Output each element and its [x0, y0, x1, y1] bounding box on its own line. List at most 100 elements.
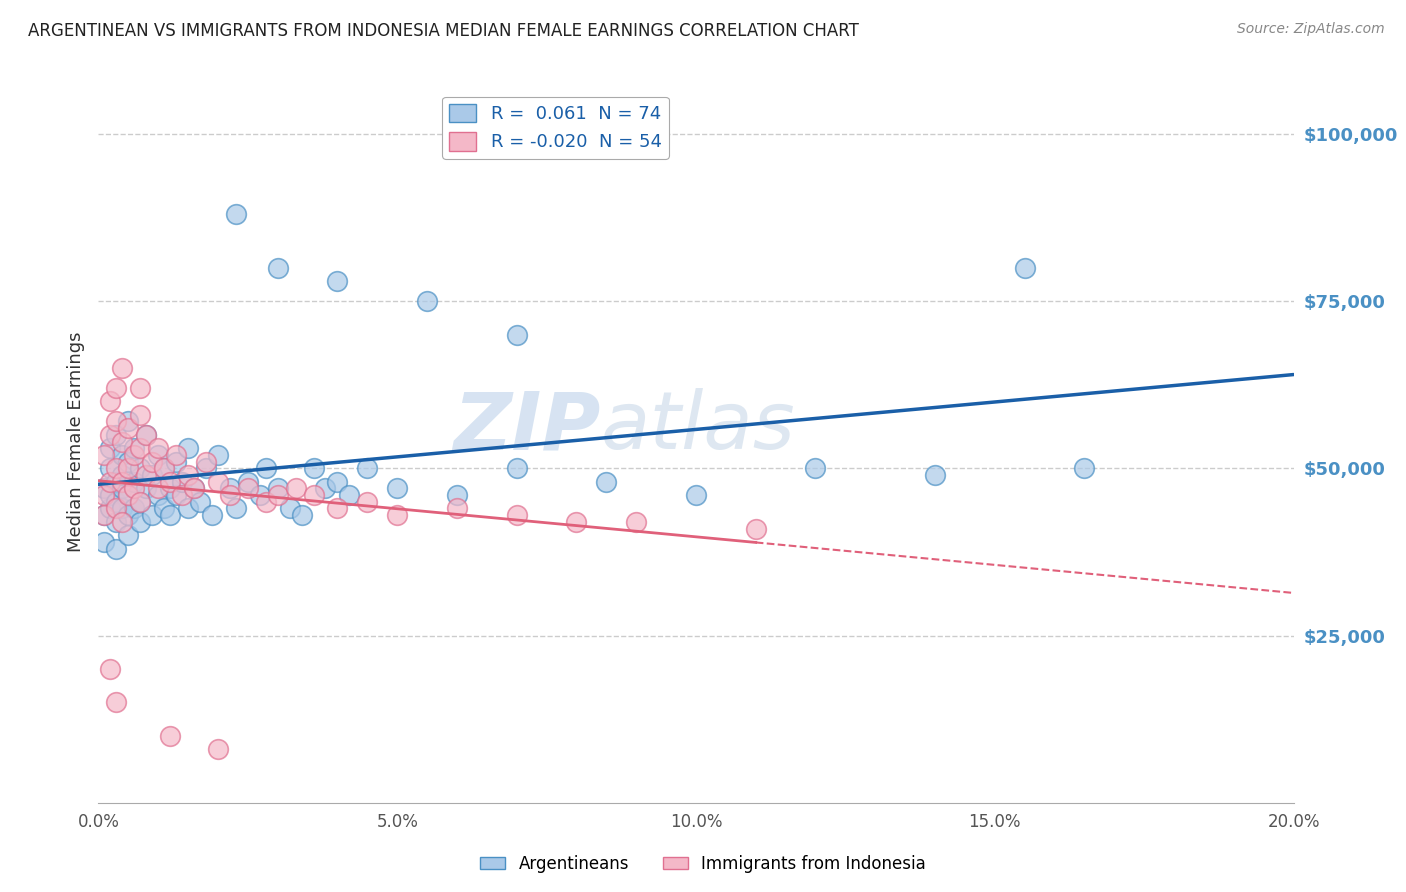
Point — [141, 454, 163, 469]
Point — [446, 501, 468, 516]
Point — [105, 515, 128, 529]
Point — [159, 475, 181, 489]
Point — [98, 501, 122, 516]
Point — [117, 454, 139, 469]
Point — [124, 482, 146, 496]
Point — [93, 482, 115, 496]
Point — [177, 441, 200, 455]
Point — [111, 361, 134, 376]
Point — [326, 475, 349, 489]
Point — [98, 441, 122, 455]
Point — [135, 427, 157, 442]
Point — [207, 448, 229, 462]
Point — [326, 501, 349, 516]
Point — [148, 482, 170, 496]
Point — [98, 488, 122, 502]
Point — [153, 501, 176, 516]
Point — [98, 461, 122, 475]
Point — [129, 461, 152, 475]
Point — [267, 260, 290, 275]
Point — [177, 467, 200, 482]
Point — [111, 475, 134, 489]
Text: atlas: atlas — [600, 388, 796, 467]
Point — [105, 494, 128, 508]
Point — [98, 475, 122, 489]
Point — [225, 207, 247, 221]
Point — [105, 696, 128, 710]
Point — [249, 488, 271, 502]
Point — [219, 488, 242, 502]
Point — [148, 488, 170, 502]
Point — [124, 448, 146, 462]
Point — [159, 729, 181, 743]
Point — [105, 381, 128, 395]
Point — [124, 441, 146, 455]
Point — [804, 461, 827, 475]
Point — [93, 508, 115, 523]
Point — [111, 515, 134, 529]
Point — [111, 501, 134, 516]
Point — [506, 461, 529, 475]
Text: ARGENTINEAN VS IMMIGRANTS FROM INDONESIA MEDIAN FEMALE EARNINGS CORRELATION CHAR: ARGENTINEAN VS IMMIGRANTS FROM INDONESIA… — [28, 22, 859, 40]
Text: ZIP: ZIP — [453, 388, 600, 467]
Point — [111, 467, 134, 482]
Point — [1014, 260, 1036, 275]
Point — [924, 467, 946, 482]
Point — [148, 441, 170, 455]
Point — [117, 488, 139, 502]
Point — [278, 501, 301, 516]
Point — [356, 494, 378, 508]
Point — [105, 427, 128, 442]
Point — [129, 408, 152, 422]
Point — [98, 662, 122, 676]
Point — [129, 494, 152, 508]
Point — [302, 488, 325, 502]
Point — [565, 515, 588, 529]
Point — [141, 508, 163, 523]
Point — [302, 461, 325, 475]
Point — [385, 482, 409, 496]
Point — [225, 501, 247, 516]
Point — [111, 434, 134, 449]
Point — [124, 475, 146, 489]
Point — [201, 508, 224, 523]
Point — [177, 501, 200, 516]
Point — [1073, 461, 1095, 475]
Point — [356, 461, 378, 475]
Point — [685, 488, 707, 502]
Point — [117, 461, 139, 475]
Point — [626, 515, 648, 529]
Point — [93, 448, 115, 462]
Point — [117, 528, 139, 542]
Point — [254, 494, 277, 508]
Point — [153, 461, 176, 475]
Point — [129, 381, 152, 395]
Point — [165, 448, 187, 462]
Point — [105, 541, 128, 556]
Point — [315, 482, 337, 496]
Point — [284, 482, 307, 496]
Point — [159, 508, 181, 523]
Point — [93, 534, 115, 549]
Point — [153, 461, 176, 475]
Point — [183, 482, 205, 496]
Point — [219, 482, 242, 496]
Point — [172, 475, 194, 489]
Legend: R =  0.061  N = 74, R = -0.020  N = 54: R = 0.061 N = 74, R = -0.020 N = 54 — [441, 96, 669, 159]
Point — [135, 427, 157, 442]
Point — [93, 508, 115, 523]
Point — [165, 488, 187, 502]
Point — [416, 293, 439, 308]
Point — [117, 508, 139, 523]
Point — [506, 508, 529, 523]
Point — [236, 482, 259, 496]
Point — [111, 482, 134, 496]
Point — [291, 508, 314, 523]
Point — [117, 488, 139, 502]
Y-axis label: Median Female Earnings: Median Female Earnings — [66, 331, 84, 552]
Point — [207, 475, 229, 489]
Point — [339, 488, 361, 502]
Point — [195, 461, 218, 475]
Point — [129, 515, 152, 529]
Point — [188, 494, 211, 508]
